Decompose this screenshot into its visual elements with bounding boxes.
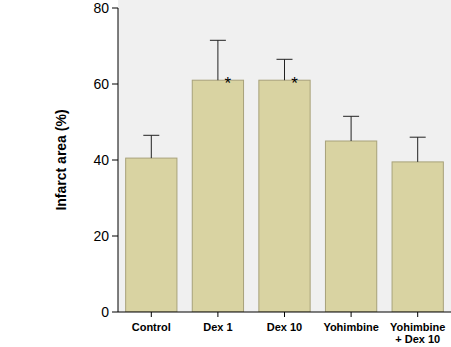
label-line: Control — [132, 321, 171, 333]
error-line — [217, 40, 218, 80]
x-tick — [151, 312, 152, 317]
error-bar — [277, 59, 293, 80]
annotation: * — [291, 74, 298, 93]
y-tick — [112, 84, 118, 85]
error-cap — [210, 40, 226, 41]
y-tick — [112, 8, 118, 9]
error-bar — [143, 135, 159, 158]
x-tick — [417, 312, 418, 317]
x-tick — [217, 312, 218, 317]
y-tick-label: 20 — [93, 228, 109, 244]
label-line: Yohimbine — [390, 321, 445, 333]
y-tick — [112, 312, 118, 313]
y-tick — [112, 236, 118, 237]
error-cap — [277, 59, 293, 60]
y-tick-label: 0 — [101, 304, 109, 320]
y-tick-label: 80 — [93, 0, 109, 16]
chart-container: 020406080ControlDex 1Dex 10YohimbineYohi… — [0, 0, 451, 347]
x-tick-label: Control — [132, 321, 171, 333]
bar — [392, 162, 443, 312]
plot-background — [118, 0, 451, 312]
x-tick-label: Dex 1 — [203, 321, 232, 333]
annotation: * — [225, 74, 232, 93]
y-axis-label: Infarct area (%) — [53, 109, 69, 210]
error-line — [284, 59, 285, 80]
error-cap — [343, 116, 359, 117]
x-tick — [351, 312, 352, 317]
y-tick — [112, 160, 118, 161]
x-tick-label: Dex 10 — [267, 321, 302, 333]
x-tick — [284, 312, 285, 317]
bar — [325, 141, 376, 312]
marks — [126, 40, 444, 312]
label-line: Yohimbine — [323, 321, 378, 333]
x-tick-label: Yohimbine+ Dex 10 — [390, 321, 445, 345]
y-tick-label: 60 — [93, 76, 109, 92]
bar — [192, 80, 243, 312]
label-line: Dex 1 — [203, 321, 232, 333]
error-bar — [343, 116, 359, 141]
error-cap — [410, 137, 426, 138]
error-line — [151, 135, 152, 158]
chart-svg: 020406080ControlDex 1Dex 10YohimbineYohi… — [0, 0, 451, 347]
x-tick-label: Yohimbine — [323, 321, 378, 333]
error-bar — [210, 40, 226, 80]
bar — [126, 158, 177, 312]
label-line: Dex 10 — [267, 321, 302, 333]
error-cap — [143, 135, 159, 136]
error-bar — [410, 137, 426, 162]
y-tick-label: 40 — [93, 152, 109, 168]
error-line — [351, 116, 352, 141]
error-line — [417, 137, 418, 162]
bar — [259, 80, 310, 312]
label-line: + Dex 10 — [395, 333, 440, 345]
